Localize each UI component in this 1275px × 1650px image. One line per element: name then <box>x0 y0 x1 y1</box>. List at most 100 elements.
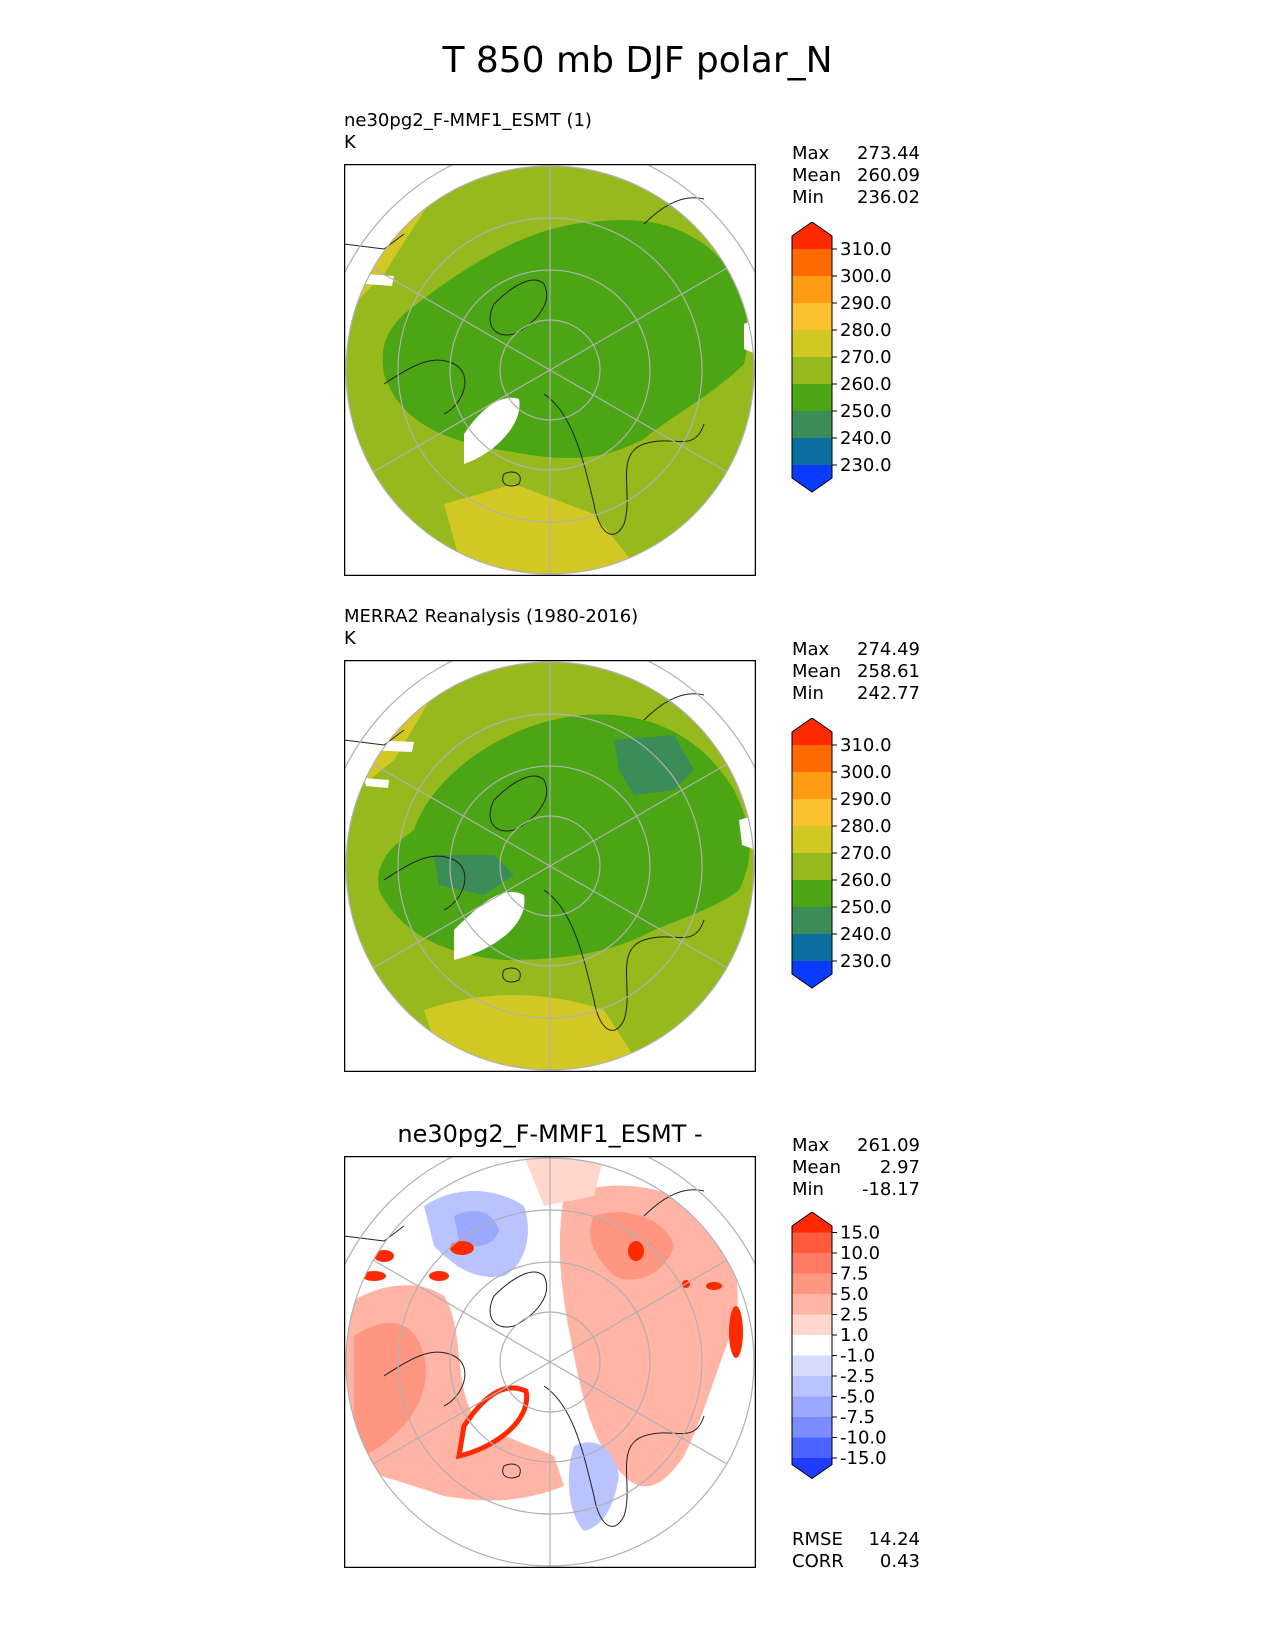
colorbar-tick-label: 240.0 <box>840 428 892 449</box>
colorbar-segment <box>792 330 832 357</box>
colorbar-segment <box>792 718 832 745</box>
stat-value: 261.09 <box>857 1135 920 1156</box>
colorbar-tick-label: 250.0 <box>840 401 892 422</box>
colorbar-tick-label: 10.0 <box>840 1243 880 1264</box>
hotspot-marker <box>729 1306 743 1358</box>
colorbar-tick-label: 290.0 <box>840 293 892 314</box>
stat-value: 236.02 <box>857 187 920 208</box>
meridian-line <box>372 267 728 473</box>
colorbar-tick-label: 260.0 <box>840 374 892 395</box>
colorbar-segment <box>792 1232 832 1253</box>
metric-label: RMSE <box>792 1529 843 1550</box>
colorbar-segment <box>792 384 832 411</box>
colorbar-segment <box>792 1458 832 1479</box>
colorbar-tick-label: 310.0 <box>840 239 892 260</box>
stat-value: 260.09 <box>857 165 920 186</box>
colorbar-tick-label: 2.5 <box>840 1305 869 1326</box>
colorbar-tick-label: 300.0 <box>840 762 892 783</box>
colorbar-tick-label: 270.0 <box>840 843 892 864</box>
colorbar-segment <box>792 1396 832 1417</box>
terrain-mask <box>364 274 394 286</box>
metric-label: CORR <box>792 1551 844 1572</box>
coastline-alaska <box>344 729 405 746</box>
colorbar-tick-label: 240.0 <box>840 924 892 945</box>
panel-1-map <box>344 164 756 576</box>
coastline-scandinavia <box>543 393 705 535</box>
stat-label: Mean <box>792 1157 842 1178</box>
colorbar-segment <box>792 1376 832 1397</box>
colorbar-tick-label: -10.0 <box>840 1428 887 1449</box>
coastline-scandinavia <box>543 1385 705 1527</box>
temperature-field-250-siberia <box>614 735 694 795</box>
stat-label: Min <box>792 187 824 208</box>
coastline-iceland <box>502 471 521 487</box>
colorbar-segment <box>792 799 832 826</box>
colorbar-tick-label: 1.0 <box>840 1325 869 1346</box>
colorbar-segment <box>792 1314 832 1335</box>
metric-value: 14.24 <box>868 1529 920 1550</box>
map-frame <box>344 660 756 1072</box>
temperature-field-280-atlantic <box>444 484 644 574</box>
panel-1-title: ne30pg2_F-MMF1_ESMT (1) <box>344 110 592 131</box>
colorbar-segment <box>792 961 832 988</box>
colorbar-segment <box>792 1294 832 1315</box>
panel-2-map <box>344 660 756 1072</box>
colorbar-tick-label: 290.0 <box>840 789 892 810</box>
meridian-line <box>372 1259 728 1465</box>
colorbar-segment <box>792 1417 832 1438</box>
panel-3-metrics: RMSE 14.24 CORR 0.43 <box>792 1529 920 1573</box>
colorbar-tick-label: 310.0 <box>840 735 892 756</box>
coastline-canada <box>383 855 466 911</box>
coastline-iceland <box>502 1463 521 1479</box>
colorbar-segment <box>792 853 832 880</box>
stat-label: Mean <box>792 661 842 682</box>
colorbar-tick-label: 260.0 <box>840 870 892 891</box>
colorbar-segment <box>792 907 832 934</box>
panel-1-stats: Max 273.44 Mean 260.09 Min 236.02 <box>792 143 920 209</box>
panel-2-title: MERRA2 Reanalysis (1980-2016) <box>344 606 639 627</box>
colorbar-tick-label: 250.0 <box>840 897 892 918</box>
coastline-iceland <box>502 967 521 983</box>
map-frame <box>344 1156 756 1568</box>
difference-field-neg-5-scandinavia <box>568 1442 619 1531</box>
colorbar-segment <box>792 222 832 249</box>
colorbar-tick-label: -7.5 <box>840 1407 875 1428</box>
stat-value: 2.97 <box>879 1157 920 1178</box>
stat-value: 258.61 <box>857 661 920 682</box>
panel-2-stats: Max 274.49 Mean 258.61 Min 242.77 <box>792 639 920 705</box>
panel-1-units: K <box>344 132 356 153</box>
stat-label: Max <box>792 143 830 164</box>
colorbar-tick-label: 7.5 <box>840 1264 869 1285</box>
colorbar-segment <box>792 880 832 907</box>
panel-3-colorbar: 15.010.07.55.02.51.0-1.0-2.5-5.0-7.5-10.… <box>791 1212 887 1480</box>
stat-value: -18.17 <box>861 1179 920 1200</box>
colorbar-segment <box>792 411 832 438</box>
colorbar-segment <box>792 1212 832 1233</box>
stat-value: 273.44 <box>857 143 920 164</box>
stat-label: Max <box>792 639 830 660</box>
colorbar-segment <box>792 438 832 465</box>
greenland-large-difference <box>455 1385 530 1460</box>
colorbar-outline <box>791 1212 833 1480</box>
difference-field-1 <box>524 1158 604 1206</box>
temperature-field-280-atlantic <box>424 995 644 1070</box>
panel-3-map <box>344 1156 756 1568</box>
figure-title: T 850 mb DJF polar_N <box>442 40 833 81</box>
temperature-field-260 <box>382 220 748 459</box>
coastline-arctic-islands <box>489 1271 548 1328</box>
metric-value: 0.43 <box>879 1551 920 1572</box>
colorbar-segment <box>792 1335 832 1356</box>
coastline-alaska <box>344 1225 405 1242</box>
colorbar-segment <box>792 826 832 853</box>
panel-3-title: ne30pg2_F-MMF1_ESMT - <box>397 1120 703 1148</box>
colorbar-segment <box>792 303 832 330</box>
stat-label: Max <box>792 1135 830 1156</box>
panel-3-stats: Max 261.09 Mean 2.97 Min -18.17 <box>792 1135 920 1201</box>
stat-label: Mean <box>792 165 842 186</box>
colorbar-segment <box>792 465 832 492</box>
latitude-circle-outer <box>344 660 455 771</box>
colorbar-segment <box>792 276 832 303</box>
hotspot-marker <box>429 1271 449 1281</box>
latitude-circle-outer <box>344 1156 455 1267</box>
hotspot-marker <box>628 1241 644 1261</box>
